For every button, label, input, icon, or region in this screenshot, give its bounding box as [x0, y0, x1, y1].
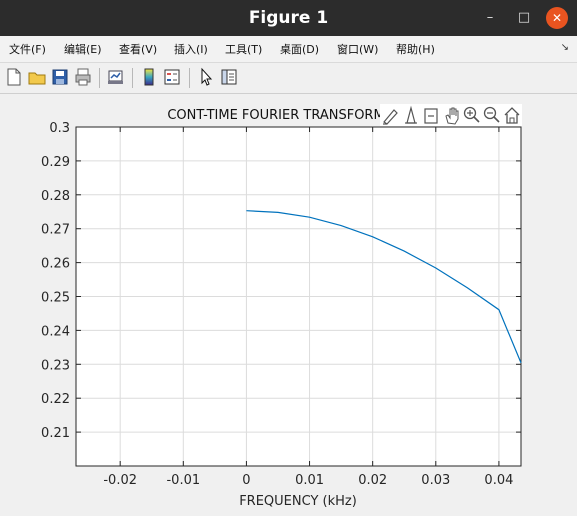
figure-canvas: -0.02 -0.01 0 0.01 0.02 0.03 0.04 0.21 0.22 0.23… — [0, 94, 577, 512]
menu-tools[interactable]: 工具(T) — [225, 43, 263, 56]
menu-help[interactable]: 帮助(H) — [396, 43, 435, 56]
x-axis: -0.02 -0.01 0 0.01 0.02 0.03 0.04 — [103, 127, 513, 488]
series-line — [246, 210, 522, 364]
window-titlebar: Figure 1 – □ ✕ — [0, 0, 577, 36]
menu-file[interactable]: 文件(F) — [9, 43, 46, 56]
menu-window[interactable]: 窗口(W) — [337, 43, 379, 56]
y-tick-label: 0.26 — [41, 257, 70, 272]
series-group — [246, 210, 522, 364]
link-plot-icon[interactable] — [106, 67, 126, 87]
y-tick-label: 0.25 — [41, 291, 70, 306]
x-tick-label: 0.03 — [421, 473, 450, 488]
open-file-icon[interactable] — [27, 67, 47, 87]
y-tick-label: 0.28 — [41, 189, 70, 204]
colorbar-icon[interactable] — [139, 67, 159, 87]
close-icon[interactable]: ✕ — [546, 7, 568, 29]
x-axis-label: FREQUENCY (kHz) — [239, 494, 357, 509]
y-axis: 0.21 0.22 0.23 0.24 0.25 0.26 0.27 0.28 0.29 0.3 — [41, 121, 521, 441]
chart-title: CONT-TIME FOURIER TRANSFORM — [167, 108, 384, 123]
figure-toolbar — [0, 63, 577, 94]
toolbar-separator — [132, 68, 133, 88]
y-tick-label: 0.24 — [41, 324, 70, 339]
home-icon[interactable] — [504, 107, 520, 124]
menu-desktop[interactable]: 桌面(D) — [280, 43, 320, 56]
x-tick-label: 0.01 — [295, 473, 324, 488]
new-figure-icon[interactable] — [4, 67, 24, 87]
y-tick-label: 0.21 — [41, 426, 70, 441]
y-tick-label: 0.3 — [49, 121, 70, 136]
menubar: 文件(F) 编辑(E) 查看(V) 插入(I) 工具(T) 桌面(D) 窗口(W… — [0, 36, 577, 63]
x-tick-label: -0.02 — [103, 473, 137, 488]
x-tick-label: 0.04 — [484, 473, 513, 488]
toolbar-separator — [99, 68, 100, 88]
maximize-icon[interactable]: □ — [517, 10, 531, 25]
menu-view[interactable]: 查看(V) — [119, 43, 158, 56]
property-inspector-icon[interactable] — [219, 67, 239, 87]
x-tick-label: -0.01 — [166, 473, 200, 488]
plot-svg: -0.02 -0.01 0 0.01 0.02 0.03 0.04 0.21 0.22 0.23… — [41, 104, 522, 509]
x-tick-label: 0.02 — [358, 473, 387, 488]
minimize-icon[interactable]: – — [486, 10, 494, 25]
print-icon[interactable] — [73, 67, 93, 87]
menu-edit[interactable]: 编辑(E) — [64, 43, 102, 56]
y-tick-label: 0.23 — [41, 358, 70, 373]
pointer-icon[interactable] — [196, 67, 216, 87]
legend-icon[interactable] — [162, 67, 182, 87]
save-icon[interactable] — [50, 67, 70, 87]
y-tick-label: 0.22 — [41, 392, 70, 407]
pan-icon[interactable] — [445, 107, 459, 125]
x-tick-label: 0 — [242, 473, 250, 488]
toolbar-separator — [189, 68, 190, 88]
zoom-out-icon[interactable] — [483, 106, 500, 123]
link-icon[interactable] — [424, 108, 438, 124]
y-tick-label: 0.29 — [41, 155, 70, 170]
menubar-overflow-icon[interactable]: ↘ — [560, 42, 569, 53]
axes-toolbar — [380, 104, 522, 126]
zoom-in-icon[interactable] — [463, 106, 480, 123]
data-cursor-icon[interactable] — [405, 105, 417, 124]
menu-insert[interactable]: 插入(I) — [174, 43, 208, 56]
window-title: Figure 1 — [248, 8, 329, 28]
y-tick-label: 0.27 — [41, 223, 70, 238]
edit-brush-icon[interactable] — [383, 109, 398, 125]
